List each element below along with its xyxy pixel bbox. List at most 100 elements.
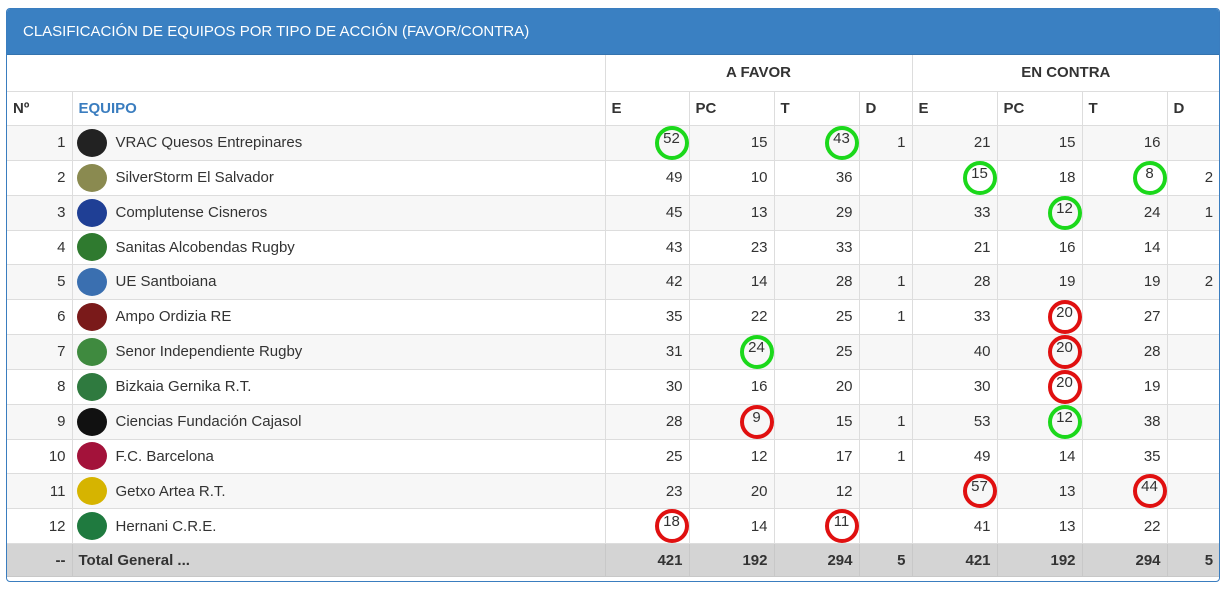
- contra-pc-cell: 19: [996, 264, 1083, 300]
- highlight-good-value: 12: [1047, 196, 1082, 229]
- row-team[interactable]: Hernani C.R.E.: [71, 508, 606, 544]
- table-row[interactable]: 6 Ampo Ordizia RE 35 22 25 1 33 20 27: [7, 298, 1219, 335]
- favor-d-cell: [858, 508, 913, 544]
- cell-value: 13: [1058, 482, 1076, 500]
- col-favor-e[interactable]: E: [604, 90, 690, 126]
- cell-value: 40: [973, 343, 991, 360]
- row-team[interactable]: UE Santboiana: [71, 264, 606, 300]
- favor-d-cell: 1: [858, 264, 913, 300]
- row-rank: 3: [7, 194, 73, 231]
- team-name[interactable]: Getxo Artea R.T.: [115, 482, 226, 500]
- cell-value: 24: [1143, 204, 1161, 221]
- cell-value: 1: [1204, 204, 1214, 221]
- favor-pc-cell: 12: [688, 438, 775, 474]
- col-favor-d[interactable]: D: [858, 90, 913, 126]
- contra-t-cell: 28: [1081, 333, 1168, 370]
- row-team[interactable]: SilverStorm El Salvador: [71, 159, 606, 196]
- favor-t-cell: 12: [773, 473, 860, 509]
- contra-e-cell: 53: [911, 403, 998, 440]
- row-team[interactable]: Complutense Cisneros: [71, 194, 606, 231]
- row-team[interactable]: F.C. Barcelona: [71, 438, 606, 474]
- row-team[interactable]: VRAC Quesos Entrepinares: [71, 124, 606, 161]
- table-row[interactable]: 3 Complutense Cisneros 45 13 29 33 12 24 1: [7, 194, 1219, 231]
- table-row[interactable]: 5 UE Santboiana 42 14 28 1 28 19 19 2: [7, 264, 1219, 300]
- table-row[interactable]: 12 Hernani C.R.E. 18 14 11 41 13 22: [7, 508, 1219, 544]
- col-rank[interactable]: Nº: [7, 90, 73, 126]
- cell-value: 14: [750, 273, 768, 291]
- contra-pc-cell: 15: [996, 124, 1083, 161]
- contra-d-cell: [1166, 473, 1219, 509]
- col-contra-d[interactable]: D: [1166, 90, 1219, 126]
- row-team[interactable]: Ciencias Fundación Cajasol: [71, 403, 606, 440]
- cell-value: 1: [897, 308, 906, 325]
- team-name[interactable]: Sanitas Alcobendas Rugby: [115, 238, 295, 256]
- highlight-bad-value: 18: [654, 509, 688, 543]
- cell-value: 20: [835, 378, 853, 395]
- favor-e-cell: 18: [604, 508, 690, 544]
- table-row[interactable]: 8 Bizkaia Gernika R.T. 30 16 20 30 20 19: [7, 368, 1219, 405]
- favor-d-cell: 1: [858, 298, 913, 335]
- col-favor-pc[interactable]: PC: [688, 90, 775, 126]
- col-team[interactable]: EQUIPO: [71, 90, 606, 126]
- table-row[interactable]: 11 Getxo Artea R.T. 23 20 12 57 13 44: [7, 473, 1219, 509]
- col-contra-t[interactable]: T: [1081, 90, 1168, 126]
- team-name[interactable]: VRAC Quesos Entrepinares: [115, 134, 303, 151]
- favor-t-cell: 15: [773, 403, 860, 440]
- favor-pc-cell: 14: [688, 508, 775, 544]
- row-rank: 4: [7, 229, 73, 265]
- contra-t-cell: 22: [1081, 508, 1168, 544]
- favor-t-cell: 25: [773, 298, 860, 335]
- contra-pc-cell: 13: [996, 508, 1083, 544]
- team-name[interactable]: SilverStorm El Salvador: [115, 169, 274, 186]
- favor-t-cell: 43: [773, 124, 860, 161]
- favor-e-cell: 25: [604, 438, 690, 474]
- favor-d-cell: [858, 159, 913, 196]
- classification-table: A FAVOR EN CONTRA Nº EQUIPO E PC T D E P…: [7, 55, 1219, 577]
- table-row[interactable]: 9 Ciencias Fundación Cajasol 28 9 15 1 53 12 38: [7, 403, 1219, 440]
- cell-value: 27: [1143, 308, 1161, 325]
- row-team[interactable]: Sanitas Alcobendas Rugby: [71, 229, 606, 265]
- col-favor-t[interactable]: T: [773, 90, 860, 126]
- team-name[interactable]: UE Santboiana: [115, 273, 217, 291]
- favor-pc-cell: 9: [688, 403, 775, 440]
- row-team[interactable]: Ampo Ordizia RE: [71, 298, 606, 335]
- team-name[interactable]: Ciencias Fundación Cajasol: [115, 413, 302, 430]
- cell-value: 21: [973, 134, 991, 151]
- row-team[interactable]: Bizkaia Gernika R.T.: [71, 368, 606, 405]
- contra-d-cell: 2: [1166, 264, 1219, 300]
- group-header-blank: [7, 55, 606, 92]
- favor-pc-cell: 10: [688, 159, 775, 196]
- contra-d-cell: [1166, 333, 1219, 370]
- contra-t-cell: 19: [1081, 368, 1168, 405]
- getxo-logo-icon: [76, 477, 107, 505]
- highlight-good-value: 12: [1047, 405, 1082, 438]
- table-row[interactable]: 1 VRAC Quesos Entrepinares 52 15 43 1 21 15 16: [7, 124, 1219, 161]
- favor-d-cell: 1: [858, 403, 913, 440]
- table-row[interactable]: 10 F.C. Barcelona 25 12 17 1 49 14 35: [7, 438, 1219, 474]
- cell-value: 42: [665, 273, 683, 291]
- cell-value: 16: [1058, 238, 1076, 256]
- team-name[interactable]: Bizkaia Gernika R.T.: [115, 378, 252, 395]
- table-row[interactable]: 4 Sanitas Alcobendas Rugby 43 23 33 21 16 14: [7, 229, 1219, 265]
- favor-e-cell: 42: [604, 264, 690, 300]
- highlight-bad-value: 57: [962, 474, 997, 508]
- team-name[interactable]: Senor Independiente Rugby: [115, 343, 303, 360]
- table-row[interactable]: 2 SilverStorm El Salvador 49 10 36 15 18 8 2: [7, 159, 1219, 196]
- cell-value: 28: [1143, 343, 1161, 360]
- col-contra-pc[interactable]: PC: [996, 90, 1083, 126]
- cell-value: 2: [1204, 169, 1214, 186]
- col-contra-e[interactable]: E: [911, 90, 998, 126]
- team-name[interactable]: Complutense Cisneros: [115, 204, 268, 221]
- independiente-logo-icon: [76, 337, 107, 366]
- team-name[interactable]: Hernani C.R.E.: [115, 517, 217, 535]
- contra-e-cell: 57: [911, 473, 998, 509]
- contra-pc-cell: 12: [996, 194, 1083, 231]
- team-name[interactable]: F.C. Barcelona: [115, 447, 214, 465]
- row-rank: 7: [7, 333, 73, 370]
- row-team[interactable]: Senor Independiente Rugby: [71, 333, 606, 370]
- favor-t-cell: 29: [773, 194, 860, 231]
- row-team[interactable]: Getxo Artea R.T.: [71, 473, 606, 509]
- table-row[interactable]: 7 Senor Independiente Rugby 31 24 25 40 20 28: [7, 333, 1219, 370]
- favor-d-cell: [858, 473, 913, 509]
- team-name[interactable]: Ampo Ordizia RE: [115, 308, 232, 325]
